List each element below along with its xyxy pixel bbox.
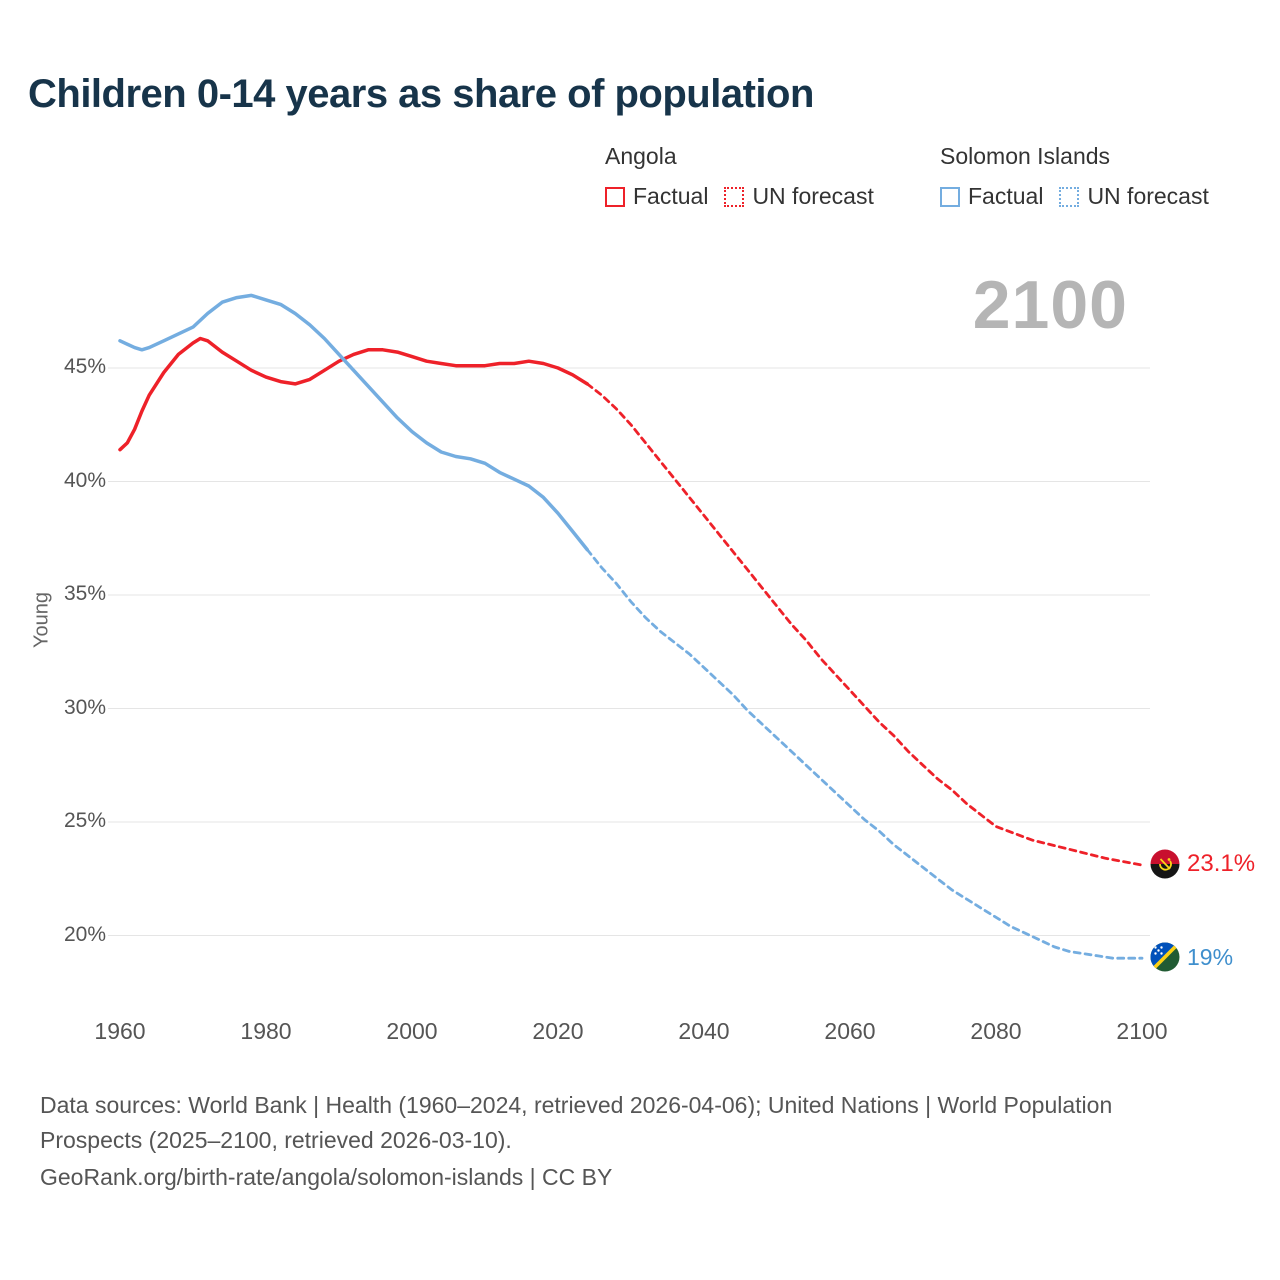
solomon-islands-flag-icon [1150,942,1180,972]
solomon-forecast-swatch-icon [1059,186,1080,207]
data-sources-text: Data sources: World Bank | Health (1960–… [40,1092,1113,1153]
angola-end-value: 23.1% [1187,850,1256,877]
x-tick-label: 1980 [240,1018,292,1044]
solomon-end-value: 19% [1187,943,1234,970]
solomon-factual-swatch-icon [940,186,960,207]
angola-factual-label: Factual [633,183,709,209]
x-tick-label: 2100 [1116,1018,1168,1044]
angola-factual-swatch-icon [605,186,625,207]
x-tick-label: 2000 [386,1018,438,1044]
angola-forecast-swatch-icon [724,186,745,207]
x-tick-label: 1960 [94,1018,146,1044]
y-tick-label: 45% [63,355,106,378]
footer: Data sources: World Bank | Health (1960–… [40,1088,1125,1195]
legend-group-angola: Angola Factual UN forecast [605,143,874,210]
solomon-forecast-label: UN forecast [1087,183,1209,209]
x-tick-label: 2080 [970,1018,1022,1044]
series-line-solomon-forecast [585,548,1144,960]
series-line-angola-factual [118,336,589,452]
x-tick-label: 2020 [532,1018,584,1044]
x-tick-label: 2040 [678,1018,730,1044]
series-line-angola-forecast [585,382,1144,867]
y-tick-label: 30% [63,695,106,719]
watermark-year: 2100 [972,267,1128,343]
y-tick-label: 40% [63,468,106,492]
page-title: Children 0-14 years as share of populati… [28,72,814,116]
legend-country-solomon-islands: Solomon Islands [940,143,1111,169]
angola-flag-icon [1150,849,1180,879]
legend-country-angola: Angola [605,143,677,169]
legend-items-angola: Factual UN forecast [605,183,874,210]
legend-items-solomon-islands: Factual UN forecast [940,183,1209,210]
solomon-factual-label: Factual [968,183,1044,209]
angola-end-label: 23.1% [1150,849,1255,879]
solomon-end-label: 19% [1150,942,1233,972]
y-tick-label: 20% [63,922,106,946]
attribution-text: GeoRank.org/birth-rate/angola/solomon-is… [40,1164,613,1190]
y-axis-label: Young [30,592,53,648]
x-tick-label: 2060 [824,1018,876,1044]
series-line-solomon-factual [118,293,589,552]
angola-forecast-label: UN forecast [752,183,874,209]
y-tick-label: 25% [63,809,106,832]
legend-group-solomon-islands: Solomon Islands Factual UN forecast [940,143,1209,210]
